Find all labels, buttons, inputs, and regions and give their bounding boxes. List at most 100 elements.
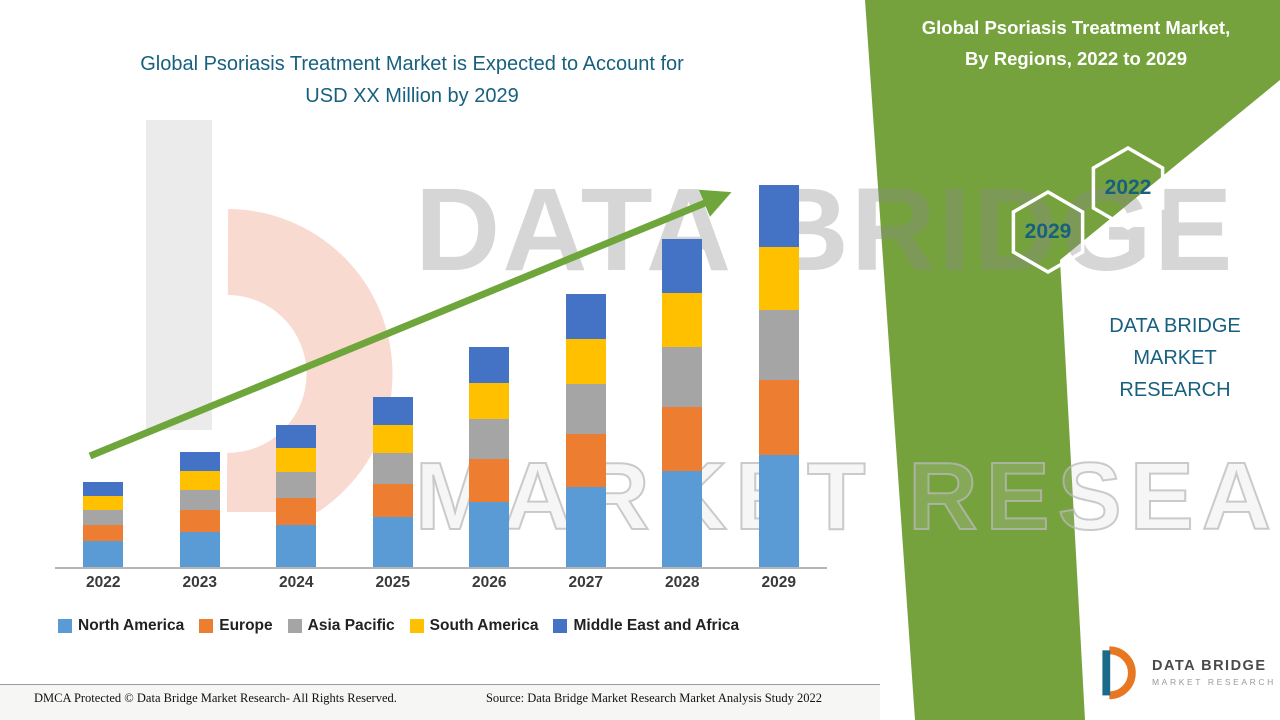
legend-swatch <box>287 619 302 633</box>
bar-column-2027 <box>538 118 635 567</box>
stacked-bar-2022 <box>83 482 124 567</box>
brand-wordmark-line2: RESEARCH <box>1119 379 1231 401</box>
bar-segment-asia-pacific <box>565 384 606 434</box>
x-axis-label-2027: 2027 <box>568 574 603 591</box>
bar-segment-north-america <box>469 502 510 567</box>
stacked-bar-2024 <box>276 425 317 567</box>
bar-segment-north-america <box>662 471 703 567</box>
chart-title: Global Psoriasis Treatment Market is Exp… <box>62 48 762 112</box>
legend-label: South America <box>429 617 539 634</box>
bar-segment-south-america <box>83 496 124 510</box>
chart-title-line1: Global Psoriasis Treatment Market is Exp… <box>140 53 684 75</box>
stacked-bar-2028 <box>662 239 703 567</box>
logo-d-icon <box>1102 646 1136 700</box>
chart-plot-area <box>55 118 827 569</box>
bar-segment-middle-east-and-africa <box>372 397 413 425</box>
legend-label: Europe <box>219 617 273 634</box>
bar-segment-north-america <box>179 532 220 567</box>
bar-segment-asia-pacific <box>372 453 413 484</box>
bar-segment-south-america <box>758 247 799 310</box>
bar-column-2028 <box>634 118 731 567</box>
bar-segment-asia-pacific <box>83 510 124 525</box>
bar-segment-south-america <box>565 339 606 384</box>
bar-column-2022 <box>55 118 152 567</box>
bar-column-2029 <box>731 118 828 567</box>
legend-label: Asia Pacific <box>307 617 395 634</box>
chart-title-line2: USD XX Million by 2029 <box>305 85 519 107</box>
bar-segment-asia-pacific <box>758 310 799 380</box>
x-axis-label-2028: 2028 <box>665 574 700 591</box>
brand-wordmark-line1: DATA BRIDGE MARKET <box>1109 315 1241 369</box>
x-axis-label-2023: 2023 <box>182 574 217 591</box>
legend-label: North America <box>78 617 185 634</box>
x-axis-label-2022: 2022 <box>86 574 121 591</box>
bar-segment-asia-pacific <box>179 490 220 510</box>
x-axis-labels: 2022 2023 2024 2025 2026 2027 2028 2029 <box>55 574 827 592</box>
bar-segment-south-america <box>276 448 317 472</box>
footer-bar: DMCA Protected © Data Bridge Market Rese… <box>0 684 880 720</box>
bar-segment-middle-east-and-africa <box>662 239 703 293</box>
watermark-text-market-research: MARKET RESEARCH <box>414 442 1280 551</box>
legend-label: Middle East and Africa <box>573 617 740 634</box>
hexagon-year-2029: 2029 <box>1024 220 1072 243</box>
bar-segment-north-america <box>276 525 317 567</box>
source-note: Source: Data Bridge Market Research Mark… <box>485 691 822 705</box>
bar-column-2026 <box>441 118 538 567</box>
bar-segment-south-america <box>372 425 413 453</box>
bar-column-2024 <box>248 118 345 567</box>
legend-swatch <box>553 619 568 633</box>
bar-segment-europe <box>372 484 413 517</box>
stacked-bar-2026 <box>469 347 510 567</box>
legend-swatch <box>199 619 214 633</box>
bar-segment-europe <box>276 498 317 525</box>
legend-item: Asia Pacific <box>287 617 395 635</box>
legend-item: North America <box>58 617 184 635</box>
bar-segment-middle-east-and-africa <box>83 482 124 496</box>
logo-name: DATA BRIDGE <box>1152 657 1267 674</box>
bar-segment-europe <box>83 525 124 541</box>
bar-segment-north-america <box>565 487 606 567</box>
band-title-line1: Global Psoriasis Treatment Market, <box>921 17 1231 38</box>
bar-segment-middle-east-and-africa <box>758 185 799 247</box>
band-title-line2: By Regions, 2022 to 2029 <box>964 48 1188 70</box>
bar-segment-europe <box>662 407 703 471</box>
bar-segment-europe <box>758 380 799 455</box>
bar-segment-europe <box>179 510 220 532</box>
legend-item: Middle East and Africa <box>553 617 739 635</box>
bar-segment-north-america <box>372 517 413 567</box>
chart-legend: North America Europe Asia Pacific South Ame… <box>58 617 739 635</box>
bar-segment-asia-pacific <box>662 347 703 407</box>
x-axis-label-2026: 2026 <box>472 574 507 591</box>
legend-item: Europe <box>199 617 273 635</box>
x-axis-label-2029: 2029 <box>761 574 796 591</box>
bar-segment-middle-east-and-africa <box>179 452 220 471</box>
brand-wordmark: DATA BRIDGE MARKET RESEARCH <box>1072 310 1278 406</box>
bar-segment-south-america <box>179 471 220 490</box>
bar-segment-middle-east-and-africa <box>565 294 606 339</box>
bar-segment-north-america <box>758 455 799 567</box>
bar-segment-asia-pacific <box>469 419 510 459</box>
company-logo: DATA BRIDGE MARKET RESEARCH <box>1092 630 1278 714</box>
bar-segment-middle-east-and-africa <box>469 347 510 383</box>
bar-column-2025 <box>345 118 442 567</box>
bar-column-2023 <box>152 118 249 567</box>
stacked-bar-2027 <box>565 294 606 567</box>
bar-segment-south-america <box>662 293 703 347</box>
legend-item: South America <box>409 617 539 635</box>
x-axis-label-2024: 2024 <box>279 574 314 591</box>
band-title: Global Psoriasis Treatment Market, By Re… <box>878 12 1274 75</box>
logo-subtitle: MARKET RESEARCH <box>1152 676 1276 687</box>
bar-segment-north-america <box>83 541 124 567</box>
legend-swatch <box>58 619 72 633</box>
bar-segment-asia-pacific <box>276 472 317 498</box>
logo-text-block: DATA BRIDGE MARKET RESEARCH <box>1152 658 1276 687</box>
bar-segment-middle-east-and-africa <box>276 425 317 448</box>
stacked-bar-2023 <box>179 452 220 567</box>
stacked-bar-2029 <box>758 185 799 567</box>
bar-segment-europe <box>565 434 606 487</box>
dmca-notice: DMCA Protected © Data Bridge Market Rese… <box>34 691 397 705</box>
x-axis-label-2025: 2025 <box>375 574 410 591</box>
bar-segment-europe <box>469 459 510 502</box>
stacked-bar-2025 <box>372 397 413 567</box>
